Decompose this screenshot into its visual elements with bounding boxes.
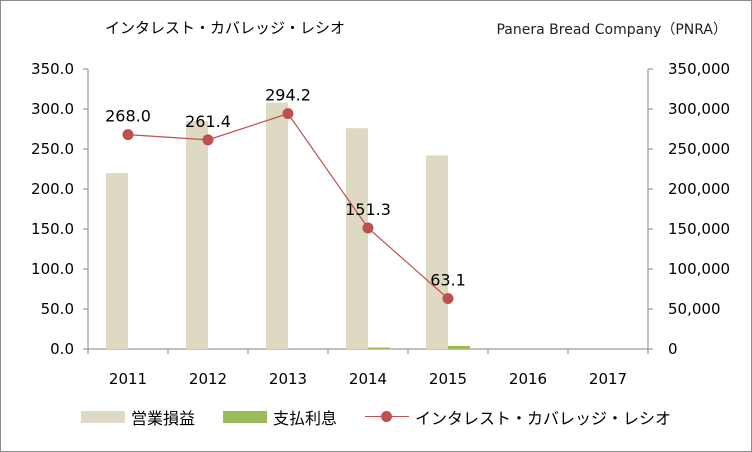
right-tick-label: 250,000 bbox=[668, 140, 730, 158]
right-tick-label: 100,000 bbox=[668, 260, 730, 278]
coverage-ratio-point bbox=[282, 108, 294, 120]
coverage-ratio-data-label: 261.4 bbox=[185, 112, 231, 131]
left-tick-label: 150.0 bbox=[31, 220, 74, 238]
left-tick-label: 350.0 bbox=[31, 60, 74, 78]
right-tick-label: 300,000 bbox=[668, 100, 730, 118]
right-tick-label: 200,000 bbox=[668, 180, 730, 198]
bar-interest-expense bbox=[448, 345, 470, 349]
x-tick-label: 2017 bbox=[589, 370, 627, 388]
legend-label-operating-income: 営業損益 bbox=[130, 409, 195, 428]
left-tick-label: 100.0 bbox=[31, 260, 74, 278]
right-tick-label: 0 bbox=[668, 340, 678, 358]
x-tick-label: 2014 bbox=[349, 370, 387, 388]
coverage-ratio-point bbox=[202, 134, 214, 146]
x-tick-label: 2016 bbox=[509, 370, 547, 388]
coverage-ratio-point bbox=[122, 129, 134, 141]
coverage-ratio-point bbox=[442, 293, 454, 305]
coverage-ratio-point bbox=[362, 222, 374, 234]
bar-operating-income bbox=[106, 173, 128, 349]
plot-axes: 0.0 50.0 100.0 150.0 200.0 250.0 300.0 350.0 0 50… bbox=[31, 60, 730, 388]
legend-swatch-coverage-ratio bbox=[365, 410, 409, 424]
right-tick-label: 50,000 bbox=[668, 300, 721, 318]
x-tick-label: 2015 bbox=[429, 370, 467, 388]
chart-title: インタレスト・カバレッジ・レシオ bbox=[105, 19, 346, 37]
legend-swatch-interest-expense bbox=[222, 411, 267, 423]
bar-operating-income bbox=[266, 102, 288, 349]
right-tick-label: 350,000 bbox=[668, 60, 730, 78]
bar-operating-income bbox=[426, 155, 448, 349]
combo-chart: 0.0 50.0 100.0 150.0 200.0 250.0 300.0 350.0 0 50… bbox=[31, 60, 730, 388]
bar-operating-income bbox=[186, 121, 208, 349]
legend-item-operating-income: 営業損益 bbox=[80, 405, 195, 429]
legend-label-coverage-ratio: インタレスト・カバレッジ・レシオ bbox=[415, 409, 672, 428]
bar-operating-income bbox=[346, 128, 368, 349]
legend-label-interest-expense: 支払利息 bbox=[272, 409, 337, 428]
coverage-ratio-data-label: 268.0 bbox=[105, 107, 151, 126]
company-label: Panera Bread Company（PNRA） bbox=[496, 22, 727, 38]
left-tick-label: 0.0 bbox=[50, 340, 74, 358]
coverage-ratio-data-label: 151.3 bbox=[345, 200, 391, 219]
left-tick-label: 250.0 bbox=[31, 140, 74, 158]
x-tick-label: 2012 bbox=[189, 370, 227, 388]
bar-interest-expense bbox=[368, 347, 390, 349]
right-tick-label: 150,000 bbox=[668, 220, 730, 238]
legend: 営業損益 支払利息 インタレスト・カバレッジ・レシオ bbox=[1, 405, 751, 429]
x-tick-label: 2013 bbox=[269, 370, 307, 388]
legend-swatch-operating-income bbox=[80, 411, 125, 423]
left-tick-label: 50.0 bbox=[41, 300, 74, 318]
left-tick-label: 300.0 bbox=[31, 100, 74, 118]
coverage-ratio-data-label: 63.1 bbox=[430, 271, 466, 290]
left-tick-label: 200.0 bbox=[31, 180, 74, 198]
coverage-ratio-data-label: 294.2 bbox=[265, 86, 311, 105]
chart-marks: 268.0 261.4 294.2 151.3 63.1 bbox=[105, 86, 470, 349]
x-tick-label: 2011 bbox=[109, 370, 147, 388]
legend-item-coverage-ratio: インタレスト・カバレッジ・レシオ bbox=[365, 405, 671, 429]
legend-item-interest-expense: 支払利息 bbox=[222, 405, 337, 429]
